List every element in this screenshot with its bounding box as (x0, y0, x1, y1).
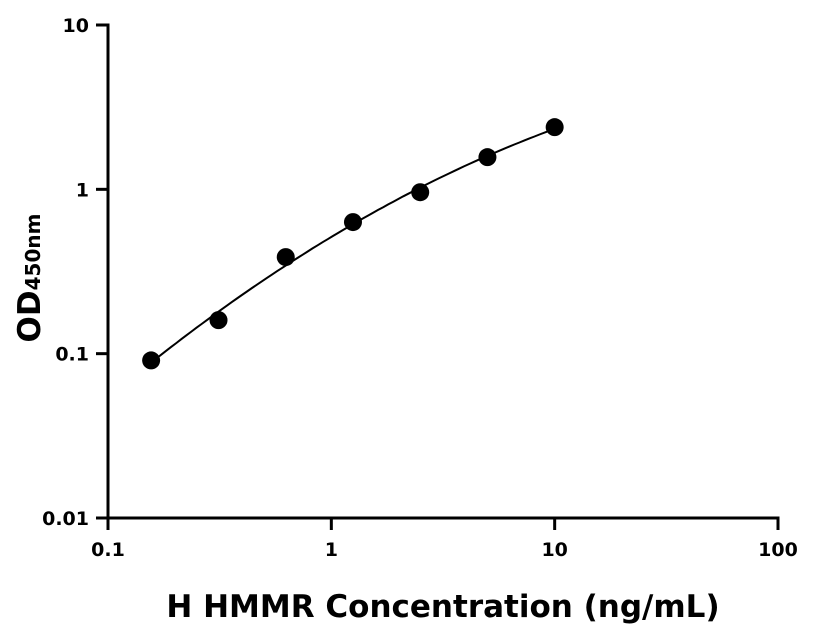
data-point (478, 148, 497, 167)
y-tick-label: 10 (63, 15, 89, 37)
y-tick-label: 0.1 (55, 344, 89, 366)
x-axis-label: H HMMR Concentration (ng/mL) (166, 589, 719, 625)
x-tick-label: 0.1 (91, 539, 125, 561)
x-tick-label: 100 (758, 539, 798, 561)
data-point (142, 351, 161, 370)
data-point (411, 183, 430, 202)
y-tick-label: 1 (76, 179, 89, 201)
y-tick-label: 0.01 (42, 508, 89, 530)
y-axis-label-sub: 450nm (21, 214, 45, 291)
data-point (545, 118, 564, 137)
x-tick-label: 10 (541, 539, 567, 561)
y-axis-label-main: OD (12, 290, 48, 342)
y-axis-label: OD450nm (12, 214, 48, 343)
fit-curve (150, 127, 556, 364)
data-point (209, 311, 228, 330)
data-point (343, 213, 362, 232)
data-point (276, 248, 295, 267)
x-tick-label: 1 (325, 539, 338, 561)
